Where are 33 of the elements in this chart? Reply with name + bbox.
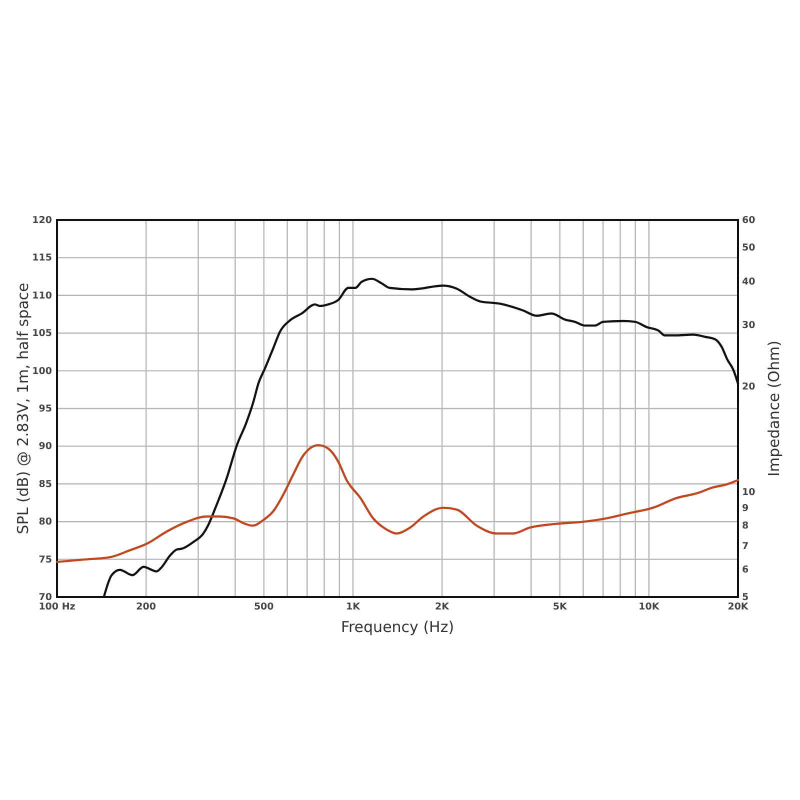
x-tick-label: 100 Hz — [38, 602, 76, 613]
x-tick-label: 500 — [254, 602, 274, 613]
y-tick-label: 40 — [742, 276, 756, 288]
y-axis-title: SPL (dB) @ 2.83V, 1m, half space — [14, 282, 32, 534]
x-tick-label: 20K — [728, 602, 749, 613]
y-tick-label: 85 — [38, 478, 52, 490]
y-tick-label: 110 — [32, 290, 52, 302]
y-tick-label: 9 — [742, 502, 749, 514]
y-tick-label: 90 — [38, 441, 52, 452]
y-tick-label: 20 — [742, 382, 756, 393]
x-axis-title: Frequency (Hz) — [340, 618, 454, 636]
y-tick-label: 80 — [38, 516, 52, 528]
y-tick-label: 115 — [32, 252, 52, 264]
x-tick-label: 1K — [346, 602, 361, 613]
x-tick-label: 200 — [136, 602, 156, 613]
y-tick-label: 10 — [742, 486, 756, 498]
y-tick-label: 7 — [742, 540, 749, 552]
y-tick-label: 6 — [742, 564, 749, 576]
y-tick-label: 70 — [38, 592, 52, 604]
x-tick-label: 10K — [638, 602, 660, 613]
y-tick-label: 8 — [742, 520, 749, 532]
y-tick-label: 60 — [742, 215, 756, 226]
y-tick-label: 5 — [742, 592, 749, 604]
y-tick-label: 30 — [742, 320, 756, 332]
y-tick-label: 95 — [38, 404, 52, 415]
y-tick-label: 50 — [742, 242, 756, 254]
y-tick-label: 100 — [32, 366, 52, 377]
y-axis-title: Impedance (Ohm) — [765, 340, 783, 476]
x-tick-label: 5K — [552, 602, 568, 613]
x-tick-label: 2K — [435, 602, 450, 613]
y-tick-label: 105 — [32, 328, 52, 340]
y-tick-label: 120 — [32, 215, 52, 226]
y-tick-label: 75 — [38, 554, 52, 566]
